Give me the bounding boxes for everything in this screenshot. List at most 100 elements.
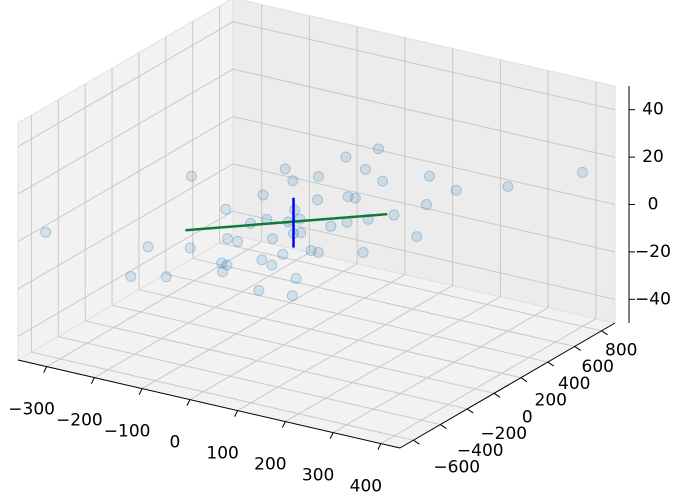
y-tick xyxy=(574,346,581,351)
point xyxy=(295,227,307,239)
x-tick xyxy=(90,377,95,384)
point xyxy=(423,170,435,182)
point xyxy=(312,194,324,206)
point xyxy=(160,271,172,283)
y-tick-label: −600 xyxy=(433,458,480,478)
point xyxy=(216,257,228,269)
y-tick xyxy=(547,361,555,367)
grid-line xyxy=(232,116,616,205)
point xyxy=(450,184,462,196)
x-tick xyxy=(377,443,382,450)
grid-line xyxy=(31,351,414,441)
z-tick-label: −40 xyxy=(635,289,671,309)
y-tick-label: 600 xyxy=(582,357,614,377)
point xyxy=(372,143,384,155)
point xyxy=(286,290,298,302)
fit-line xyxy=(185,212,388,232)
grid-line xyxy=(17,68,234,195)
point xyxy=(266,259,278,271)
point xyxy=(287,175,299,187)
grid-line xyxy=(285,296,501,423)
grid-line xyxy=(232,210,616,300)
grid-line xyxy=(138,289,522,379)
x-axis xyxy=(17,359,401,449)
point xyxy=(142,241,154,253)
grid-line xyxy=(219,242,602,332)
point xyxy=(221,259,233,271)
point xyxy=(184,242,196,254)
point xyxy=(340,151,352,163)
x-tick xyxy=(329,432,334,439)
y-axis xyxy=(399,322,616,449)
grid-line xyxy=(141,263,358,390)
point xyxy=(342,191,354,203)
point xyxy=(377,175,389,187)
point xyxy=(576,166,588,178)
z-tick-label: 40 xyxy=(642,100,664,120)
grid-line xyxy=(380,318,597,445)
x-tick-label: 0 xyxy=(169,433,180,453)
point xyxy=(125,270,137,282)
point xyxy=(313,171,325,183)
point xyxy=(388,209,400,221)
y-tick xyxy=(413,439,420,445)
x-tick-label: −200 xyxy=(56,411,103,431)
grid-line xyxy=(17,210,234,337)
grid-line xyxy=(94,252,310,379)
grid-line xyxy=(17,163,234,290)
grid-line xyxy=(85,320,468,410)
point xyxy=(217,266,229,278)
point xyxy=(220,203,232,215)
point xyxy=(290,273,302,285)
point xyxy=(222,233,234,245)
point xyxy=(277,248,289,260)
y-tick-label: 800 xyxy=(605,340,637,360)
x-tick xyxy=(186,399,191,406)
y-tick-label: 200 xyxy=(535,391,567,411)
point xyxy=(40,226,52,238)
point xyxy=(502,180,514,192)
y-tick xyxy=(520,377,528,383)
point xyxy=(325,220,337,232)
x-tick xyxy=(43,366,48,373)
point xyxy=(256,254,268,266)
point xyxy=(279,163,291,175)
point xyxy=(312,246,324,258)
x-tick-label: 300 xyxy=(302,466,334,486)
x-tick xyxy=(281,421,286,428)
z-tick-label: −20 xyxy=(635,242,671,262)
y-tick xyxy=(466,408,474,414)
point xyxy=(253,284,265,296)
point xyxy=(359,163,371,175)
z-tick-label: 0 xyxy=(648,195,659,215)
point xyxy=(257,189,269,201)
point xyxy=(357,246,369,258)
grid-line xyxy=(189,274,406,401)
grid-line xyxy=(232,163,616,253)
grid-line xyxy=(17,116,234,242)
point xyxy=(411,231,423,243)
grid-line xyxy=(165,273,548,363)
x-tick xyxy=(234,410,239,417)
point xyxy=(420,198,432,210)
grid-line xyxy=(332,307,549,434)
grid-line xyxy=(237,285,453,412)
z-tick-label: 20 xyxy=(642,147,664,167)
x-tick xyxy=(138,388,143,395)
y-tick-label: 400 xyxy=(558,374,590,394)
y-tick-label: −200 xyxy=(480,424,527,444)
grid-line xyxy=(232,68,616,158)
y-tick xyxy=(493,392,501,398)
point xyxy=(232,236,244,248)
point xyxy=(185,170,197,182)
x-tick-label: 400 xyxy=(350,477,382,494)
back-pane xyxy=(232,0,616,324)
grid-line xyxy=(111,304,495,394)
grid-line xyxy=(192,257,575,347)
y-tick xyxy=(440,424,447,429)
x-tick-label: −100 xyxy=(104,422,151,442)
x-tick-label: 200 xyxy=(254,455,286,475)
grid-line xyxy=(232,21,616,111)
x-tick-label: −300 xyxy=(8,400,55,420)
